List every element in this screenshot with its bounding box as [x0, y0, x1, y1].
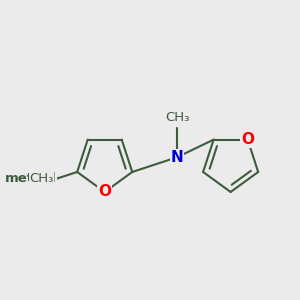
Text: CH₃: CH₃ [165, 111, 189, 124]
Text: O: O [241, 132, 254, 147]
Text: O: O [98, 184, 111, 200]
Text: methyl: methyl [5, 172, 56, 185]
Text: N: N [171, 150, 184, 165]
Text: CH₃: CH₃ [29, 172, 54, 185]
